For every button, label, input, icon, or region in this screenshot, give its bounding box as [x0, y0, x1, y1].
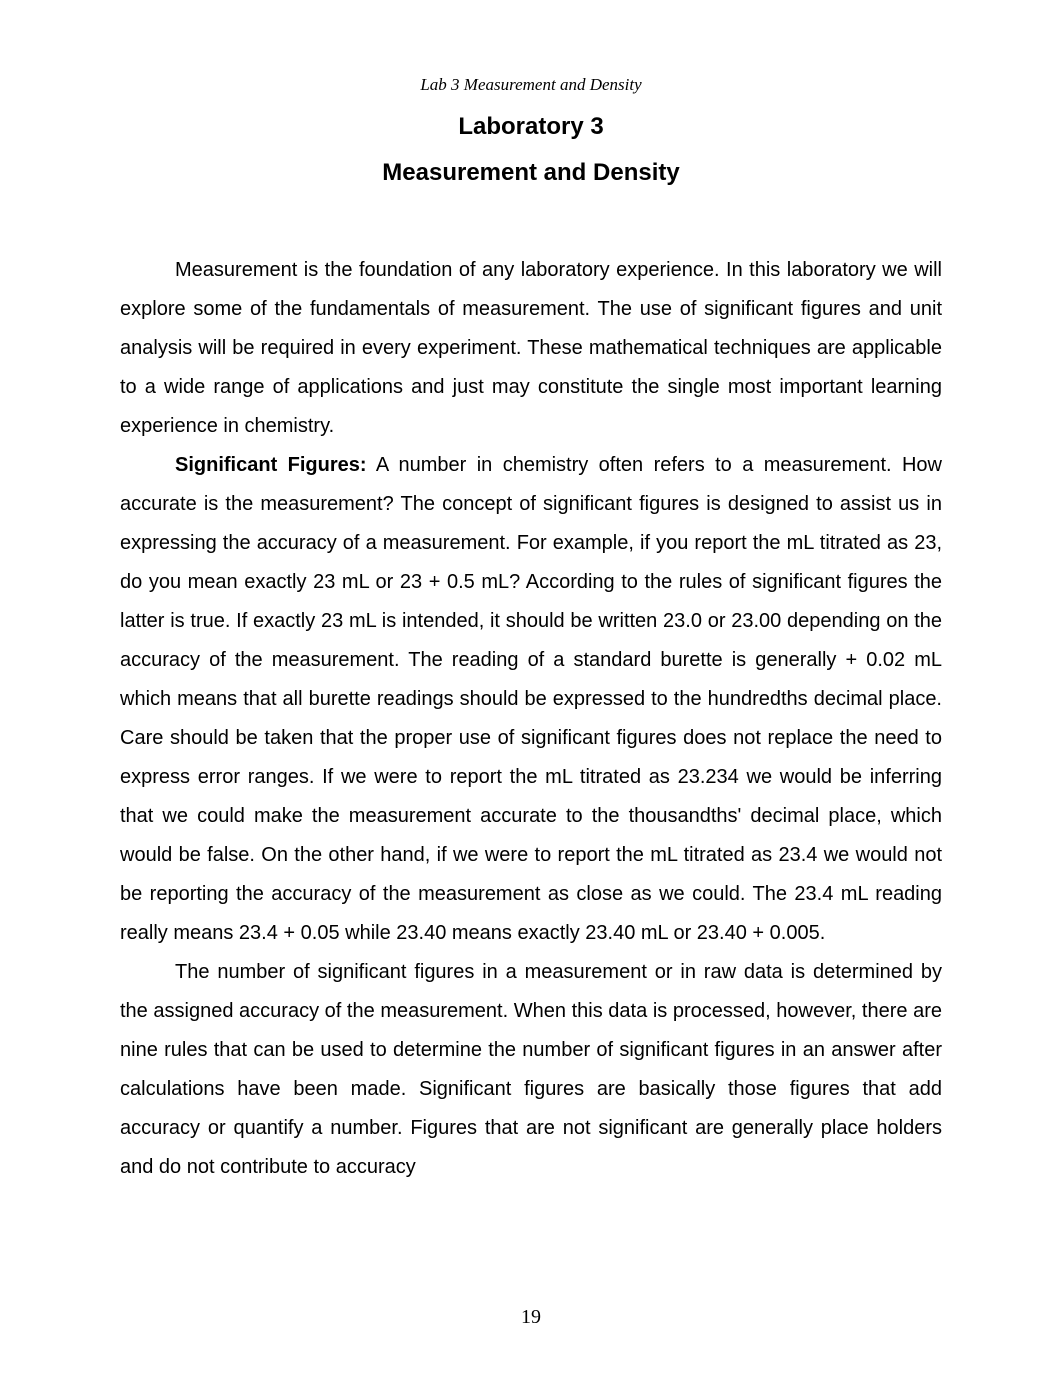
- page-number: 19: [0, 1306, 1062, 1329]
- paragraph-3: The number of significant figures in a m…: [120, 953, 942, 1187]
- title-line-1: Laboratory 3: [120, 113, 942, 141]
- paragraph-2-body: A number in chemistry often refers to a …: [120, 454, 942, 944]
- page: Lab 3 Measurement and Density Laboratory…: [0, 0, 1062, 1377]
- title-line-2: Measurement and Density: [120, 159, 942, 187]
- paragraph-2: Significant Figures: A number in chemist…: [120, 446, 942, 953]
- significant-figures-label: Significant Figures:: [175, 454, 367, 476]
- running-header: Lab 3 Measurement and Density: [120, 75, 942, 95]
- paragraph-1: Measurement is the foundation of any lab…: [120, 251, 942, 446]
